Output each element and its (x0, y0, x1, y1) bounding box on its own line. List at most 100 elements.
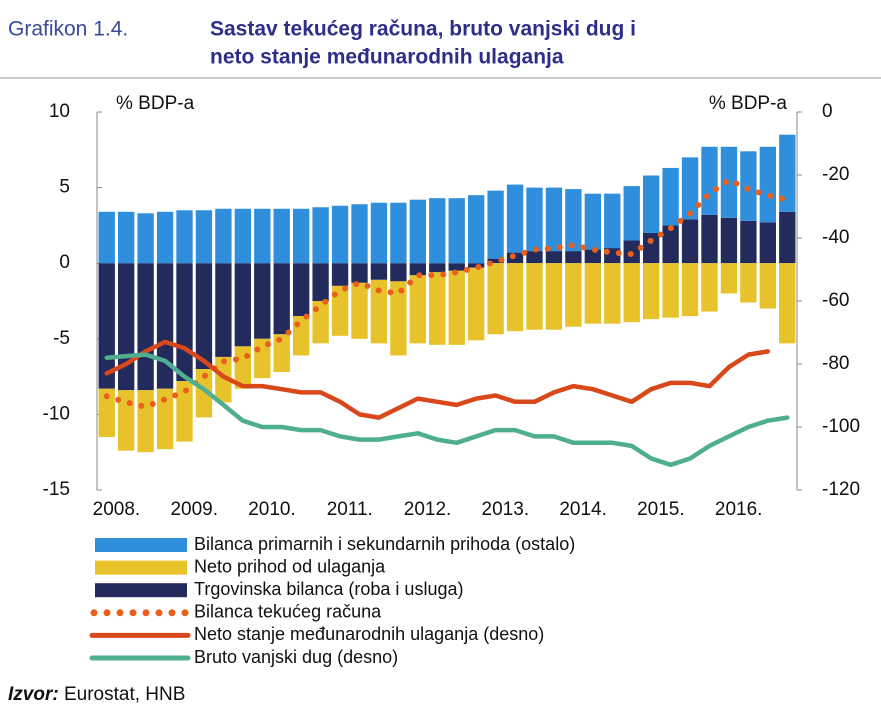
bar (390, 263, 407, 282)
bar (506, 184, 524, 253)
bar (468, 195, 485, 264)
bar (215, 356, 232, 403)
bar (370, 263, 388, 280)
bar (195, 210, 213, 264)
legend-swatch (95, 538, 187, 552)
bar (98, 211, 115, 264)
bar (156, 263, 174, 389)
legend-label: Neto stanje međunarodnih ulaganja (desno… (194, 624, 544, 644)
bar (409, 275, 426, 344)
x-tick-label: 2012. (404, 499, 452, 520)
bar (779, 263, 796, 344)
bar (545, 187, 563, 252)
y-axis-label: % BDP-a (116, 93, 195, 114)
bar (176, 210, 193, 264)
x-tick-label: 2011. (327, 499, 373, 520)
bar (429, 272, 446, 345)
bar (351, 263, 368, 283)
bar (759, 222, 776, 264)
x-tick-label: 2009. (170, 499, 218, 520)
legend-label: Neto prihod od ulaganja (194, 556, 386, 576)
bar (409, 199, 426, 264)
bar (312, 263, 329, 301)
legend-label: Bruto vanjski dug (desno) (194, 647, 398, 667)
bar (701, 214, 718, 264)
bar (487, 258, 504, 264)
x-tick-label: 2013. (482, 499, 530, 520)
y2-tick-label: 0 (822, 101, 833, 122)
bar (370, 202, 388, 264)
bar (681, 263, 699, 317)
bar (759, 146, 776, 223)
y-tick-label: -15 (43, 479, 70, 500)
bar (565, 263, 582, 327)
bar (195, 369, 213, 418)
y2-tick-label: -40 (822, 227, 849, 248)
bar (118, 211, 135, 264)
bar (720, 217, 738, 264)
bar (293, 263, 310, 317)
legend-swatch (95, 583, 187, 598)
bar (137, 390, 154, 453)
y-tick-label: -5 (53, 328, 70, 349)
bar (156, 388, 174, 450)
bar (429, 198, 446, 264)
bar (545, 251, 563, 264)
x-tick-label: 2010. (248, 499, 296, 520)
bar (623, 186, 640, 241)
bar (331, 263, 349, 286)
y2-tick-label: -120 (822, 479, 860, 500)
bar (740, 220, 757, 264)
legend-label: Bilanca tekućeg računa (194, 602, 382, 622)
y2-tick-label: -100 (822, 416, 860, 437)
x-tick-label: 2014. (559, 499, 607, 520)
bar (273, 263, 290, 335)
x-tick-label: 2008. (93, 499, 141, 520)
bar (545, 263, 563, 330)
bar (448, 198, 465, 264)
bar (273, 208, 290, 264)
bar (390, 281, 407, 356)
x-tick-label: 2016. (715, 499, 763, 520)
bar (273, 334, 290, 373)
bar (176, 381, 193, 442)
y2-tick-label: -60 (822, 290, 849, 311)
bar (720, 146, 738, 218)
bar (604, 263, 621, 324)
bar (487, 263, 504, 335)
bar (409, 263, 426, 276)
bar (254, 208, 271, 264)
chart-title: Sastav tekućeg računa, bruto vanjski dug… (210, 18, 636, 41)
bar (390, 202, 407, 264)
source: Izvor: Eurostat, HNB (8, 684, 185, 705)
source-text: Eurostat, HNB (64, 684, 185, 705)
bar (234, 208, 251, 264)
bar (623, 263, 640, 323)
bar (98, 388, 115, 438)
bar (487, 190, 504, 259)
bar (526, 251, 543, 264)
bar (254, 263, 271, 339)
chart-title: neto stanje međunarodnih ulaganja (210, 46, 564, 69)
bar (118, 263, 135, 391)
bar (681, 157, 699, 220)
bar (351, 204, 368, 264)
y2-tick-label: -20 (822, 164, 849, 185)
bar (215, 208, 232, 264)
legend-label: Trgovinska bilanca (roba i usluga) (194, 579, 463, 599)
bar (351, 282, 368, 339)
bar (701, 146, 718, 215)
bar (643, 175, 660, 233)
bar (526, 187, 543, 252)
bar (429, 263, 446, 273)
bar (312, 207, 329, 264)
bar (370, 279, 388, 344)
bar (779, 134, 796, 212)
bar (584, 249, 601, 264)
bar (137, 263, 154, 391)
bar (195, 263, 213, 370)
bar (779, 211, 796, 264)
bar (740, 263, 757, 303)
bar (448, 270, 465, 345)
